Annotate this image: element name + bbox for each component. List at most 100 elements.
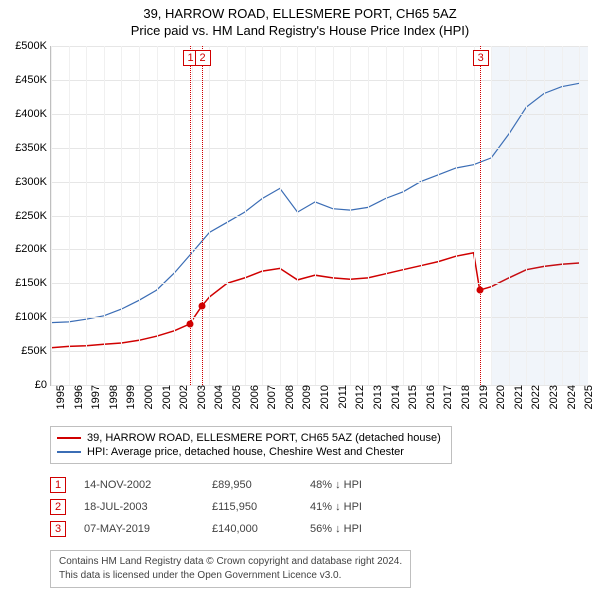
plot-area: £0£50K£100K£150K£200K£250K£300K£350K£400… — [50, 46, 588, 386]
attribution-box: Contains HM Land Registry data © Crown c… — [50, 550, 411, 588]
event-vline — [480, 46, 481, 385]
gridline-h — [51, 283, 588, 284]
y-tick-label: £450K — [15, 74, 51, 86]
event-row: 307-MAY-2019£140,00056% ↓ HPI — [50, 518, 600, 540]
gridline-h — [51, 80, 588, 81]
x-tick-label: 2016 — [421, 385, 437, 409]
gridline-v — [51, 46, 52, 385]
gridline-v — [262, 46, 263, 385]
event-row-num: 2 — [50, 499, 66, 515]
x-tick-label: 2001 — [157, 385, 173, 409]
x-tick-label: 2018 — [456, 385, 472, 409]
gridline-v — [174, 46, 175, 385]
gridline-v — [474, 46, 475, 385]
gridline-v — [350, 46, 351, 385]
gridline-v — [421, 46, 422, 385]
gridline-h — [51, 182, 588, 183]
x-tick-label: 2012 — [350, 385, 366, 409]
x-tick-label: 2022 — [526, 385, 542, 409]
x-tick-label: 2013 — [368, 385, 384, 409]
y-tick-label: £100K — [15, 311, 51, 323]
x-tick-label: 2020 — [491, 385, 507, 409]
gridline-v — [297, 46, 298, 385]
gridline-v — [579, 46, 580, 385]
gridline-h — [51, 351, 588, 352]
y-tick-label: £200K — [15, 243, 51, 255]
x-tick-label: 2011 — [333, 385, 349, 409]
x-tick-label: 1995 — [51, 385, 67, 409]
event-row-date: 18-JUL-2003 — [84, 501, 194, 513]
gridline-v — [368, 46, 369, 385]
event-vline — [190, 46, 191, 385]
gridline-h — [51, 216, 588, 217]
y-tick-label: £500K — [15, 40, 51, 52]
legend-swatch-hpi — [57, 451, 81, 453]
legend-label-hpi: HPI: Average price, detached house, Ches… — [87, 446, 404, 458]
event-row-hpi: 41% ↓ HPI — [310, 501, 362, 513]
x-tick-label: 2003 — [192, 385, 208, 409]
gridline-v — [333, 46, 334, 385]
attribution-line1: Contains HM Land Registry data © Crown c… — [59, 555, 402, 569]
gridline-v — [386, 46, 387, 385]
chart-container: 39, HARROW ROAD, ELLESMERE PORT, CH65 5A… — [0, 0, 600, 588]
legend-row-hpi: HPI: Average price, detached house, Ches… — [57, 445, 441, 459]
gridline-v — [139, 46, 140, 385]
x-tick-label: 1996 — [69, 385, 85, 409]
gridline-v — [245, 46, 246, 385]
gridline-h — [51, 148, 588, 149]
event-row-price: £89,950 — [212, 479, 292, 491]
gridline-v — [121, 46, 122, 385]
title-address: 39, HARROW ROAD, ELLESMERE PORT, CH65 5A… — [0, 6, 600, 21]
gridline-v — [69, 46, 70, 385]
x-tick-label: 2006 — [245, 385, 261, 409]
y-tick-label: £50K — [21, 345, 51, 357]
x-tick-label: 2021 — [509, 385, 525, 409]
legend-swatch-price — [57, 437, 81, 439]
x-tick-label: 1998 — [104, 385, 120, 409]
gridline-h — [51, 317, 588, 318]
event-row-date: 07-MAY-2019 — [84, 523, 194, 535]
x-tick-label: 2017 — [438, 385, 454, 409]
gridline-v — [209, 46, 210, 385]
event-marker-box: 3 — [473, 50, 489, 66]
attribution-line2: This data is licensed under the Open Gov… — [59, 569, 402, 583]
x-tick-label: 2009 — [297, 385, 313, 409]
events-table: 114-NOV-2002£89,95048% ↓ HPI218-JUL-2003… — [50, 474, 600, 540]
gridline-v — [86, 46, 87, 385]
event-row: 114-NOV-2002£89,95048% ↓ HPI — [50, 474, 600, 496]
x-tick-label: 2000 — [139, 385, 155, 409]
gridline-v — [104, 46, 105, 385]
gridline-v — [280, 46, 281, 385]
gridline-v — [192, 46, 193, 385]
y-tick-label: £250K — [15, 210, 51, 222]
legend-row-price: 39, HARROW ROAD, ELLESMERE PORT, CH65 5A… — [57, 431, 441, 445]
gridline-v — [562, 46, 563, 385]
x-tick-label: 2007 — [262, 385, 278, 409]
event-row: 218-JUL-2003£115,95041% ↓ HPI — [50, 496, 600, 518]
gridline-v — [438, 46, 439, 385]
event-row-date: 14-NOV-2002 — [84, 479, 194, 491]
gridline-v — [315, 46, 316, 385]
x-tick-label: 2010 — [315, 385, 331, 409]
y-tick-label: £150K — [15, 277, 51, 289]
y-tick-label: £400K — [15, 108, 51, 120]
x-tick-label: 2002 — [174, 385, 190, 409]
event-row-price: £140,000 — [212, 523, 292, 535]
x-tick-label: 2024 — [562, 385, 578, 409]
x-tick-label: 2005 — [227, 385, 243, 409]
x-tick-label: 2004 — [209, 385, 225, 409]
x-tick-label: 2025 — [579, 385, 595, 409]
event-row-num: 3 — [50, 521, 66, 537]
title-subtitle: Price paid vs. HM Land Registry's House … — [0, 23, 600, 38]
legend-label-price: 39, HARROW ROAD, ELLESMERE PORT, CH65 5A… — [87, 432, 441, 444]
x-tick-label: 2019 — [474, 385, 490, 409]
x-tick-label: 2023 — [544, 385, 560, 409]
y-tick-label: £0 — [35, 379, 51, 391]
event-vline — [202, 46, 203, 385]
gridline-h — [51, 114, 588, 115]
gridline-v — [491, 46, 492, 385]
price-marker — [476, 287, 483, 294]
price-marker — [186, 321, 193, 328]
gridline-h — [51, 46, 588, 47]
x-tick-label: 2015 — [403, 385, 419, 409]
